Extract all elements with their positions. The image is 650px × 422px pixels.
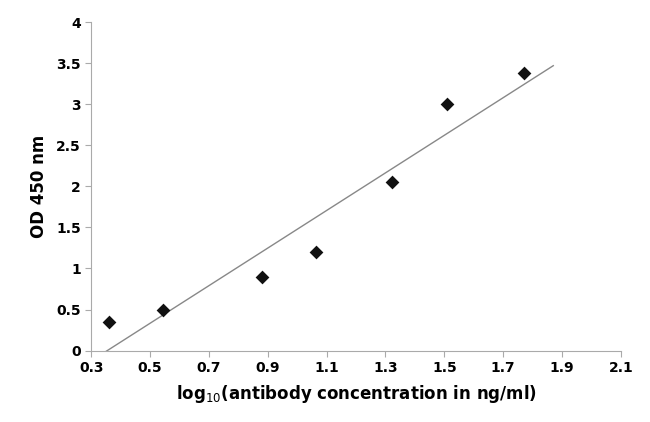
Point	[104, 319, 114, 325]
X-axis label: log$_{10}$(antibody concentration in ng/ml): log$_{10}$(antibody concentration in ng/…	[176, 383, 537, 406]
Point	[387, 179, 397, 186]
Point	[158, 306, 168, 313]
Point	[257, 273, 267, 280]
Point	[519, 70, 529, 76]
Y-axis label: OD 450 nm: OD 450 nm	[30, 135, 47, 238]
Point	[311, 249, 321, 255]
Point	[442, 101, 452, 108]
